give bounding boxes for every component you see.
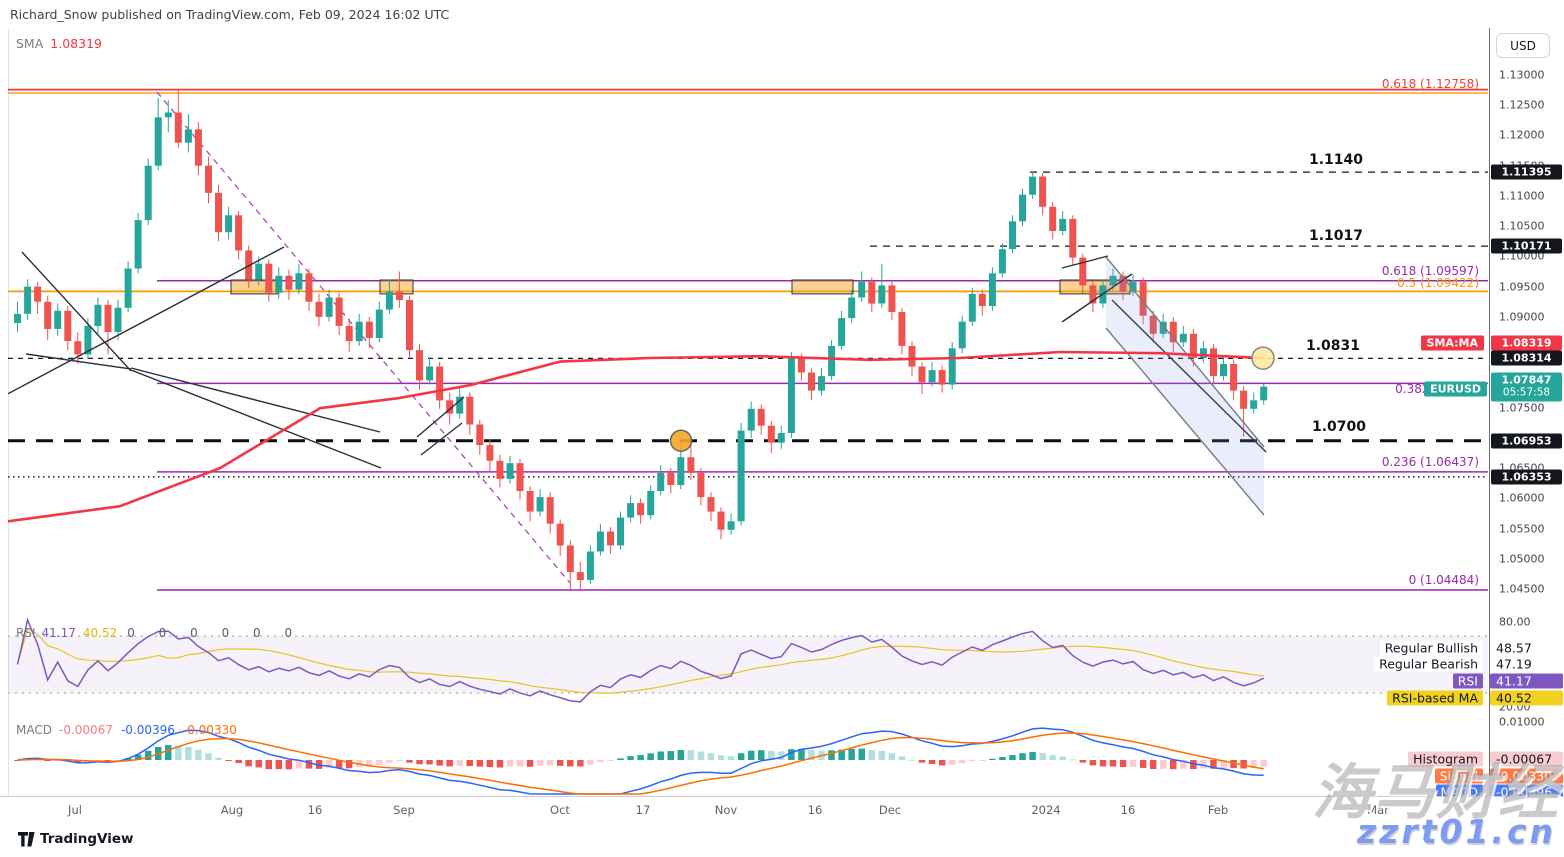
time-axis-label: Oct — [550, 803, 570, 817]
series-name-badge: EURUSD — [1424, 381, 1487, 397]
candle-countdown: 05:57:58 — [1502, 386, 1551, 399]
rsi-status-label: RSI — [1452, 673, 1483, 689]
macd-status-label: MACD — [1435, 784, 1483, 800]
price-axis-tick: 1.05000 — [1499, 552, 1545, 566]
price-axis-tick: 1.07500 — [1499, 401, 1545, 415]
rsi-legend-value: 41.17 — [41, 626, 76, 640]
sma-legend-label: SMA — [16, 36, 44, 51]
price-axis-badge: 1.08319 — [1491, 335, 1562, 351]
time-axis-label: 16 — [807, 803, 823, 817]
macd-legend: MACD -0.00067 -0.00396 -0.00330 — [16, 723, 237, 737]
swing-level-label: 1.0831 — [1305, 338, 1360, 354]
price-axis-tick: 1.10500 — [1499, 219, 1545, 233]
fib-level-label: 0.5 (1.09422) — [1397, 276, 1479, 290]
price-axis-tick: 1.09500 — [1499, 280, 1545, 294]
publish-byline: Richard_Snow published on TradingView.co… — [10, 7, 450, 22]
macd-pane-canvas[interactable] — [8, 713, 1488, 796]
price-axis-tick: 1.04500 — [1499, 582, 1545, 596]
time-axis-label: 17 — [635, 803, 651, 817]
macd-line-legend-value: -0.00396 — [120, 723, 175, 737]
rsi-status-label: RSI-based MA — [1387, 690, 1483, 706]
price-axis-tick: 1.12000 — [1499, 128, 1545, 142]
price-axis-tick: 1.13000 — [1499, 68, 1545, 82]
price-axis[interactable]: USD 1.130001.125001.120001.115001.110001… — [1489, 28, 1564, 822]
watermark-url: zzrt01.cn — [1357, 812, 1556, 851]
time-axis-label: Mar — [1367, 803, 1389, 817]
time-axis-label: Sep — [393, 803, 415, 817]
swing-level-label: 1.1140 — [1308, 152, 1363, 168]
rsi-legend: RSI 41.17 40.52 0 0 0 0 0 0 — [16, 626, 302, 640]
swing-level-label: 1.1017 — [1308, 228, 1363, 244]
tradingview-logo-icon[interactable] — [18, 832, 35, 851]
rsi-status-label: Regular Bullish — [1379, 640, 1483, 656]
macd-status-value: -0.00396 — [1490, 784, 1563, 800]
rsi-ma-legend-value: 40.52 — [82, 626, 118, 640]
price-axis-badge: 1.07847 05:57:58 — [1491, 372, 1562, 402]
indicator-axis-tick: 80.00 — [1499, 615, 1531, 629]
price-axis-tick: 1.06000 — [1499, 491, 1545, 505]
swing-level-label: 1.0700 — [1311, 419, 1366, 435]
fib-level-label: 0.618 (1.12758) — [1381, 77, 1479, 91]
rsi-status-value: 41.17 — [1490, 673, 1563, 689]
indicator-axis-tick: 0.01000 — [1499, 715, 1545, 729]
price-axis-tick: 1.11000 — [1499, 189, 1545, 203]
price-axis-badge: 1.06353 — [1491, 469, 1562, 485]
macd-signal-legend-value: -0.00330 — [182, 723, 237, 737]
footer-bar: TradingView — [0, 823, 1564, 857]
macd-status-value: -0.00330 — [1490, 768, 1563, 784]
fib-level-label: 0 (1.04484) — [1408, 573, 1479, 587]
rsi-status-label: Regular Bearish — [1374, 656, 1483, 672]
rsi-legend-title: RSI — [16, 626, 36, 640]
rsi-divergence-zeros: 0 0 0 0 0 0 — [127, 626, 303, 640]
time-axis-label: Jul — [68, 803, 82, 817]
sma-legend: SMA 1.08319 — [16, 36, 102, 51]
macd-status-label: Signal — [1434, 768, 1483, 784]
time-axis-label: 16 — [307, 803, 323, 817]
sma-legend-value: 1.08319 — [50, 36, 102, 51]
fib-level-label: 0.236 (1.06437) — [1381, 455, 1479, 469]
price-axis-badge: 1.10171 — [1491, 238, 1562, 254]
price-chart-canvas[interactable] — [8, 28, 1488, 617]
watermark-cjk: 海马财经 — [1312, 758, 1560, 828]
time-axis-label: Feb — [1207, 803, 1229, 817]
rsi-status-value: 48.57 — [1490, 640, 1563, 656]
pane-left-border — [8, 28, 9, 796]
price-axis-badge: 1.11395 — [1491, 164, 1562, 180]
time-axis-label: Aug — [220, 803, 244, 817]
time-axis-label: 16 — [1120, 803, 1136, 817]
price-axis-tick: 1.09000 — [1499, 310, 1545, 324]
price-axis-badge: 1.06953 — [1491, 433, 1562, 449]
rsi-status-value: 40.52 — [1490, 690, 1563, 706]
macd-legend-title: MACD — [16, 723, 52, 737]
time-axis[interactable]: Jul Aug 16 Sep Oct 17 Nov 16 Dec 2024 16 Feb Mar — [0, 796, 1564, 824]
rsi-pane-canvas[interactable] — [8, 617, 1488, 713]
series-name-badge: SMA:MA — [1420, 335, 1484, 351]
price-axis-tick: 1.05500 — [1499, 522, 1545, 536]
fib-level-label: 0.618 (1.09597) — [1381, 264, 1479, 278]
macd-status-label: Histogram — [1408, 751, 1483, 767]
time-axis-label: 2024 — [1031, 803, 1061, 817]
macd-hist-legend-value: -0.00067 — [58, 723, 113, 737]
time-axis-label: Dec — [878, 803, 902, 817]
rsi-status-value: 47.19 — [1490, 656, 1563, 672]
currency-toggle-button[interactable]: USD — [1496, 33, 1550, 58]
price-axis-badge: 1.08314 — [1491, 350, 1562, 366]
time-axis-label: Nov — [714, 803, 738, 817]
tradingview-brand-text[interactable]: TradingView — [40, 831, 134, 847]
price-axis-tick: 1.12500 — [1499, 98, 1545, 112]
macd-status-value: -0.00067 — [1490, 751, 1563, 767]
